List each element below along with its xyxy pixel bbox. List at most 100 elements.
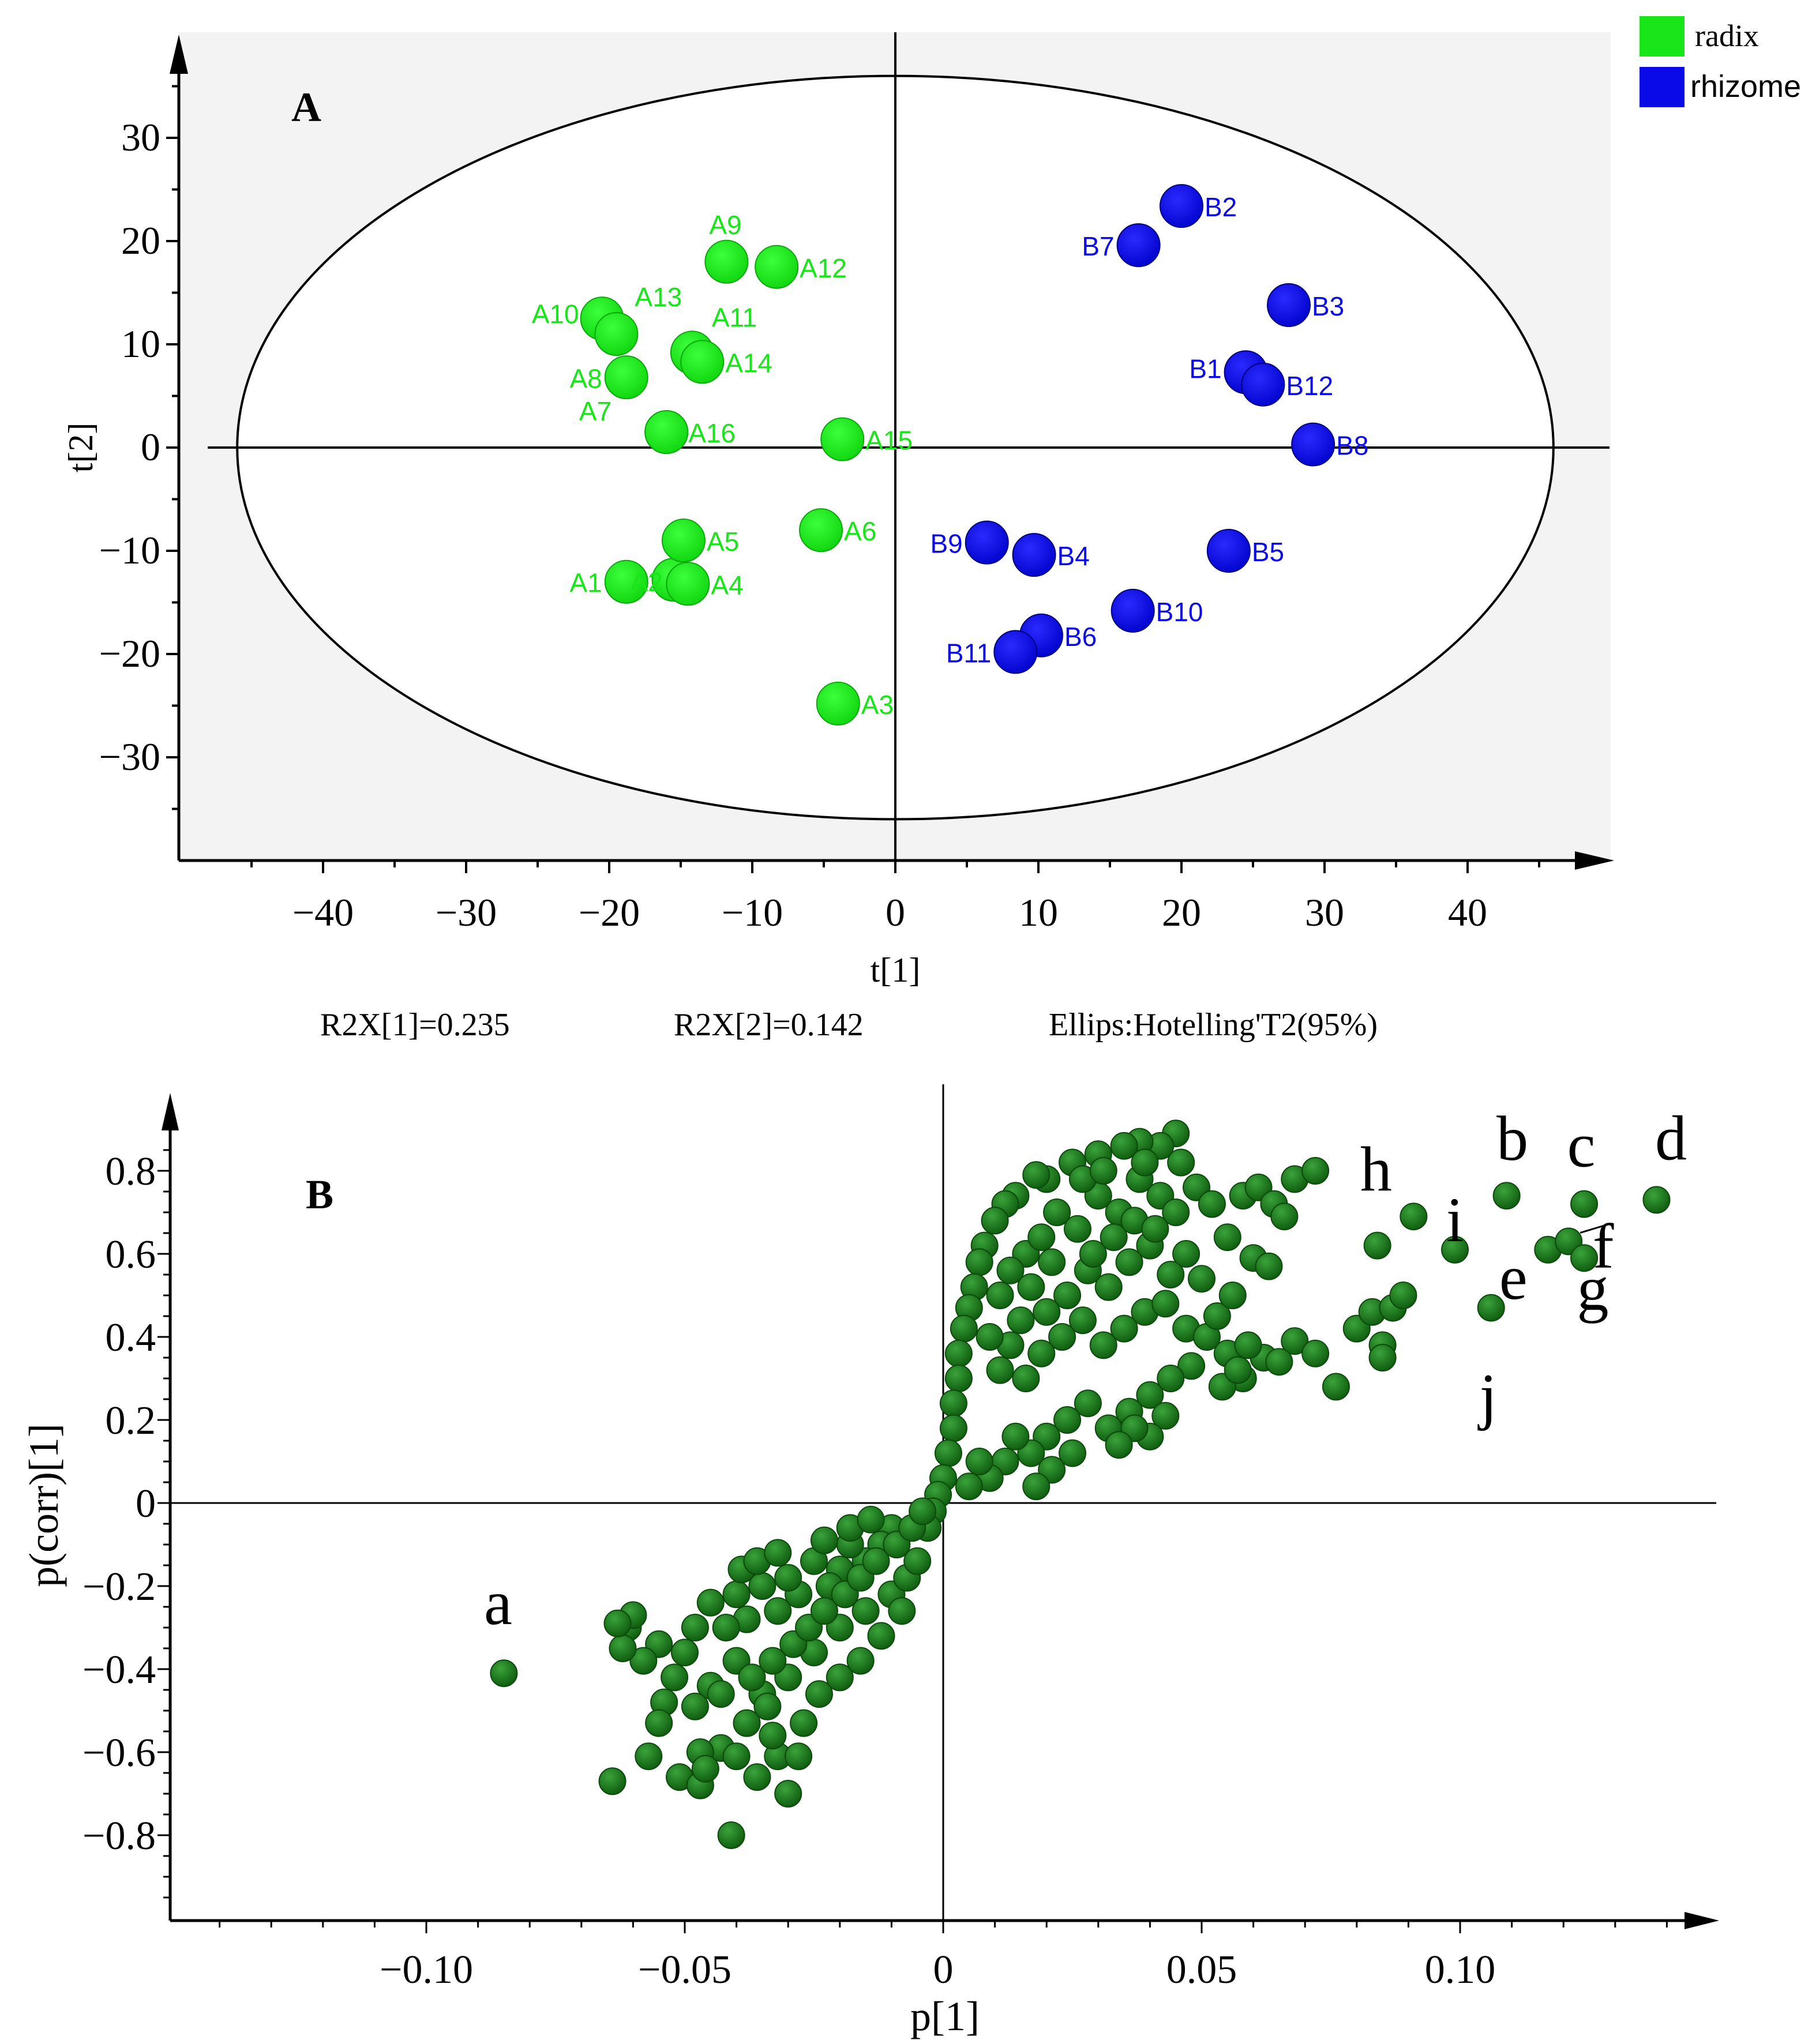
y-tick-label: −30 xyxy=(99,735,160,779)
point-label-b1: B1 xyxy=(1189,354,1221,384)
variable-point xyxy=(1400,1203,1428,1231)
variable-point xyxy=(1570,1190,1599,1218)
variable-point xyxy=(1027,1339,1056,1367)
variable-point xyxy=(733,1709,761,1737)
point-label-d: d xyxy=(1655,1103,1687,1173)
variable-point xyxy=(1642,1186,1671,1214)
point-b10 xyxy=(1111,588,1155,633)
variable-point xyxy=(976,1323,1004,1351)
y-tick-label: 0.2 xyxy=(106,1399,156,1443)
variable-points xyxy=(490,1119,1671,1849)
variable-point xyxy=(696,1588,725,1617)
variable-point xyxy=(1389,1282,1417,1309)
point-label-a4: A4 xyxy=(711,570,743,600)
point-b4 xyxy=(1012,533,1056,577)
x-tick-label: 0.05 xyxy=(1166,1948,1237,1992)
point-label-a1: A1 xyxy=(569,568,602,598)
point-label-b2: B2 xyxy=(1205,192,1237,222)
variable-point xyxy=(1074,1389,1102,1418)
variable-point xyxy=(950,1314,978,1343)
panel-b-s-plot: −0.10 −0.05 0 0.05 0.10 0.8 0.6 0.4 0.2 0 −0.2 −0.4… xyxy=(21,1084,1719,2039)
point-b9 xyxy=(965,520,1009,565)
variable-point xyxy=(743,1763,771,1791)
point-label-a5: A5 xyxy=(707,527,739,557)
variable-point xyxy=(712,1614,740,1641)
variable-point xyxy=(1027,1223,1056,1252)
variable-point xyxy=(1038,1248,1066,1276)
y-tick-label: 0.4 xyxy=(106,1316,156,1360)
legend: radix rhizome xyxy=(1640,16,1801,107)
variable-point xyxy=(1105,1431,1133,1459)
point-label-a14: A14 xyxy=(725,348,772,378)
point-label-b6: B6 xyxy=(1064,622,1097,652)
point-label-b9: B9 xyxy=(930,529,962,559)
point-a9 xyxy=(704,239,749,284)
variable-point xyxy=(939,1389,967,1418)
y-tick-label: −0.6 xyxy=(82,1731,156,1775)
point-a12 xyxy=(755,245,799,289)
variable-point xyxy=(661,1663,689,1692)
point-a13 xyxy=(594,312,639,356)
variable-point xyxy=(1089,1157,1117,1185)
variable-point xyxy=(981,1207,1009,1235)
y-tick-label: −10 xyxy=(99,528,160,572)
variable-point xyxy=(764,1597,792,1625)
variable-point xyxy=(1213,1223,1241,1252)
ellipse-text: Ellips:Hotelling'T2(95%) xyxy=(1049,1007,1378,1043)
point-b12 xyxy=(1241,362,1285,407)
variable-point xyxy=(1001,1422,1030,1451)
variable-point xyxy=(851,1597,880,1625)
variable-point xyxy=(707,1680,735,1708)
point-label-f: f xyxy=(1593,1211,1614,1281)
legend-label-radix: radix xyxy=(1695,18,1759,53)
variable-point xyxy=(774,1564,802,1592)
legend-swatch-rhizome xyxy=(1640,67,1685,107)
tick-labels: −40 −30 −20 −10 0 10 20 30 40 30 20 10 0 −10 −20 −30 xyxy=(99,115,1487,934)
variable-point xyxy=(1007,1306,1035,1335)
y-tick-label: 0.6 xyxy=(106,1233,156,1277)
variable-point xyxy=(810,1526,838,1554)
variable-point xyxy=(888,1597,916,1625)
variable-point xyxy=(1281,1327,1309,1355)
variable-point xyxy=(1172,1240,1201,1268)
variable-point xyxy=(903,1547,932,1575)
variable-point xyxy=(490,1659,518,1688)
variable-point xyxy=(986,1356,1014,1384)
variable-point xyxy=(1151,1290,1180,1318)
variable-point xyxy=(1255,1252,1283,1280)
point-label-a7: A7 xyxy=(579,396,611,426)
variable-point xyxy=(635,1742,663,1771)
variable-point xyxy=(1270,1203,1299,1231)
point-label-b12: B12 xyxy=(1286,371,1333,401)
variable-point xyxy=(965,1248,993,1276)
variable-point xyxy=(857,1505,885,1534)
point-a1 xyxy=(604,559,648,604)
variable-point xyxy=(629,1647,658,1675)
point-label-a6: A6 xyxy=(844,516,876,546)
point-label-a2: A2 xyxy=(631,567,663,597)
point-label-b5: B5 xyxy=(1252,537,1284,567)
variable-point xyxy=(1017,1273,1045,1301)
point-label-a12: A12 xyxy=(800,253,847,283)
variable-point xyxy=(1167,1148,1195,1177)
variable-point xyxy=(944,1365,973,1392)
variable-point xyxy=(671,1639,699,1667)
point-b3 xyxy=(1267,283,1311,327)
legend-label-rhizome: rhizome xyxy=(1690,69,1801,104)
variable-point xyxy=(867,1622,895,1650)
point-label-b11: B11 xyxy=(946,638,991,668)
point-label-a: a xyxy=(484,1568,512,1638)
variable-point xyxy=(1363,1231,1391,1260)
point-b7 xyxy=(1116,223,1161,268)
x-tick-label: 20 xyxy=(1162,891,1201,934)
variable-point xyxy=(1068,1306,1097,1335)
variable-point xyxy=(785,1742,813,1771)
variable-point xyxy=(1224,1356,1252,1384)
variable-point xyxy=(1094,1273,1123,1301)
x-tick-label: −0.10 xyxy=(380,1948,473,1992)
point-a8 xyxy=(604,355,648,400)
point-label-a8: A8 xyxy=(569,363,602,393)
variable-point xyxy=(598,1767,626,1795)
